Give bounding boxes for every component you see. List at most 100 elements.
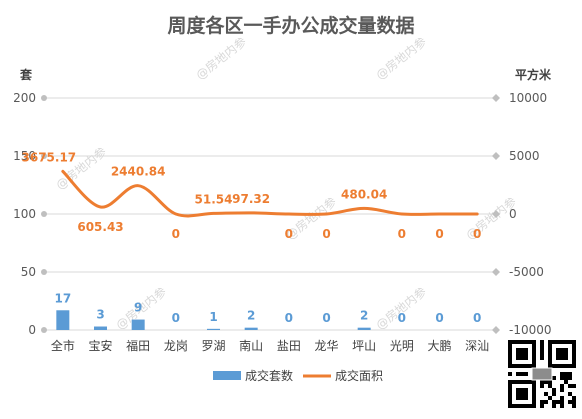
line-data-label: 2440.84 [111,165,166,179]
line-data-label: 0 [172,227,180,241]
qr-module [540,356,544,360]
category-label: 坪山 [352,339,376,353]
watermark-text: @房地内参 [373,34,430,83]
right-axis-marker [492,268,500,276]
category-label: 盐田 [277,339,301,353]
qr-center-logo [531,367,553,381]
qr-module [564,372,568,376]
qr-module [552,388,556,392]
bar [357,327,371,330]
category-label: 南山 [239,338,263,353]
qr-module [552,404,556,408]
left-tick-label: 150 [13,149,36,163]
line-path [61,169,479,218]
line-data-label: 0 [322,227,330,241]
category-label: 龙岗 [164,339,188,353]
left-axis-marker [41,211,47,217]
bar [244,327,258,330]
bar-data-label: 0 [322,311,330,325]
right-axis-unit: 平方米 [515,67,552,82]
bar-data-label: 0 [398,311,406,325]
left-axis-unit: 套 [19,67,33,82]
qr-finder-core [516,388,528,400]
bar-data-label: 0 [285,311,293,325]
qr-module [560,396,564,400]
bar [56,310,70,330]
right-tick-label: 0 [509,207,517,221]
qr-module [548,380,552,384]
line-data-label: 480.04 [341,187,387,201]
qr-module [556,400,560,404]
qr-module [560,372,564,376]
qr-module [568,384,572,388]
right-tick-label: 10000 [509,91,547,105]
line-data-label: 0 [398,227,406,241]
qr-module [544,392,548,396]
qr-finder-core [556,348,568,360]
right-axis-ticks: -10000 -5000 0 5000 10000 [509,91,552,337]
right-tick-label: -10000 [509,323,552,337]
watermark-text: @房地内参 [373,284,430,333]
bar-data-label: 17 [54,291,71,305]
left-axis-marker [41,153,47,159]
qr-finder-core [516,348,528,360]
qr-module [540,384,544,388]
qr-module [552,392,556,396]
qr-module [568,372,572,376]
bar [131,319,145,330]
legend: 成交套数 成交面积 [213,368,383,383]
bar-data-label: 3 [96,308,104,322]
qr-module [540,348,544,352]
bar-series: 17 3 9 0 1 2 0 0 2 0 0 0 [54,291,481,330]
qr-module [540,340,544,344]
qr-module [560,404,564,408]
left-axis-marker [41,269,47,275]
line-data-label: 97.32 [232,192,270,206]
bar-data-label: 2 [360,309,368,323]
line-data-label: 605.43 [77,220,123,234]
line-data-label: 0 [285,227,293,241]
bar-data-label: 0 [172,311,180,325]
left-axis-marker [41,95,47,101]
category-label: 全市 [51,338,75,353]
qr-module [552,376,556,380]
legend-line-label: 成交面积 [335,368,383,383]
qr-module [552,400,556,404]
qr-module [564,380,568,384]
qr-module [560,400,564,404]
line-data-label: 51.54 [195,192,233,206]
qr-code [505,337,579,411]
qr-module [548,396,552,400]
bar [207,328,220,330]
qr-module [544,380,548,384]
qr-module [572,404,576,408]
qr-module [560,384,564,388]
category-label: 福田 [126,338,150,353]
qr-module [572,396,576,400]
qr-module [572,400,576,404]
bar [94,326,107,330]
qr-module [540,400,544,404]
watermark-text: @房地内参 [193,34,250,83]
left-axis-marker [41,327,47,333]
right-axis-marker [492,210,500,218]
qr-module [524,372,528,376]
qr-module [564,376,568,380]
category-label: 大鹏 [427,339,451,353]
qr-module [548,384,552,388]
bar-data-label: 0 [435,311,443,325]
line-series: 3675.17 605.43 2440.84 0 51.54 97.32 0 0 480.04 0… [22,150,482,241]
category-label: 深汕 [465,339,489,353]
qr-module [572,384,576,388]
watermarks: @房地内参 @房地内参@房地内参@房地内参 @房地内参@房地内参 @房地内参 [53,34,520,333]
category-label: 罗湖 [201,338,225,353]
category-label: 龙华 [314,339,338,353]
right-tick-label: 5000 [509,149,540,163]
qr-module [540,344,544,348]
qr-module [508,372,512,376]
right-axis-marker [492,94,500,102]
qr-module [560,388,564,392]
legend-bar-swatch [213,371,241,380]
qr-module [568,400,572,404]
